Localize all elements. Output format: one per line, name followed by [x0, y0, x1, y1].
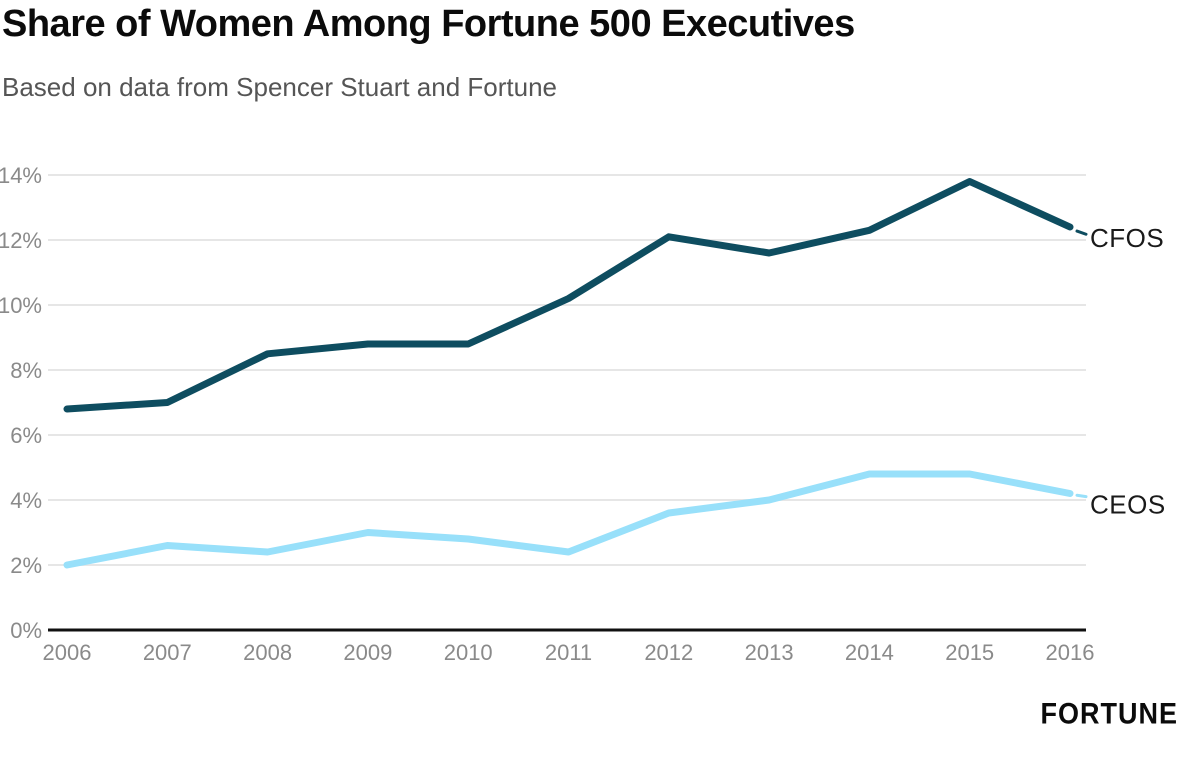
- series-label-ceos: CEOS: [1090, 490, 1166, 520]
- x-tick-label: 2007: [143, 640, 192, 665]
- x-tick-label: 2008: [243, 640, 292, 665]
- series-line-ceos: [63, 470, 1074, 569]
- y-tick-label: 14%: [0, 163, 42, 188]
- chart-subtitle: Based on data from Spencer Stuart and Fo…: [2, 72, 558, 102]
- y-tick-label: 8%: [10, 358, 42, 383]
- x-tick-label: 2010: [444, 640, 493, 665]
- series-label-cfos: CFOS: [1090, 223, 1164, 253]
- x-tick-label: 2012: [644, 640, 693, 665]
- x-tick-label: 2006: [43, 640, 92, 665]
- y-tick-label: 6%: [10, 423, 42, 448]
- series-line-cfos: [63, 178, 1074, 413]
- tick-label-layer: 0% 2% 4% 6% 8% 10% 12% 14% 2006 2007 2008 2009 2010 2…: [0, 163, 1094, 665]
- x-tick-label: 2009: [343, 640, 392, 665]
- chart-title: Share of Women Among Fortune 500 Executi…: [2, 3, 855, 45]
- fortune-logo: FORTUNE: [1040, 697, 1178, 730]
- x-tick-label: 2013: [745, 640, 794, 665]
- series-end-dash-cfos: [1075, 229, 1088, 236]
- y-tick-label: 10%: [0, 293, 42, 318]
- series-layer: [63, 178, 1088, 569]
- y-tick-label: 0%: [10, 618, 42, 643]
- x-tick-label: 2016: [1046, 640, 1095, 665]
- x-tick-label: 2011: [545, 640, 592, 665]
- series-end-dash-ceos: [1075, 493, 1088, 499]
- x-tick-label: 2014: [845, 640, 894, 665]
- x-tick-label: 2015: [945, 640, 994, 665]
- y-tick-label: 4%: [10, 488, 42, 513]
- gridline-layer: [48, 174, 1086, 566]
- y-tick-label: 2%: [10, 553, 42, 578]
- y-tick-label: 12%: [0, 228, 42, 253]
